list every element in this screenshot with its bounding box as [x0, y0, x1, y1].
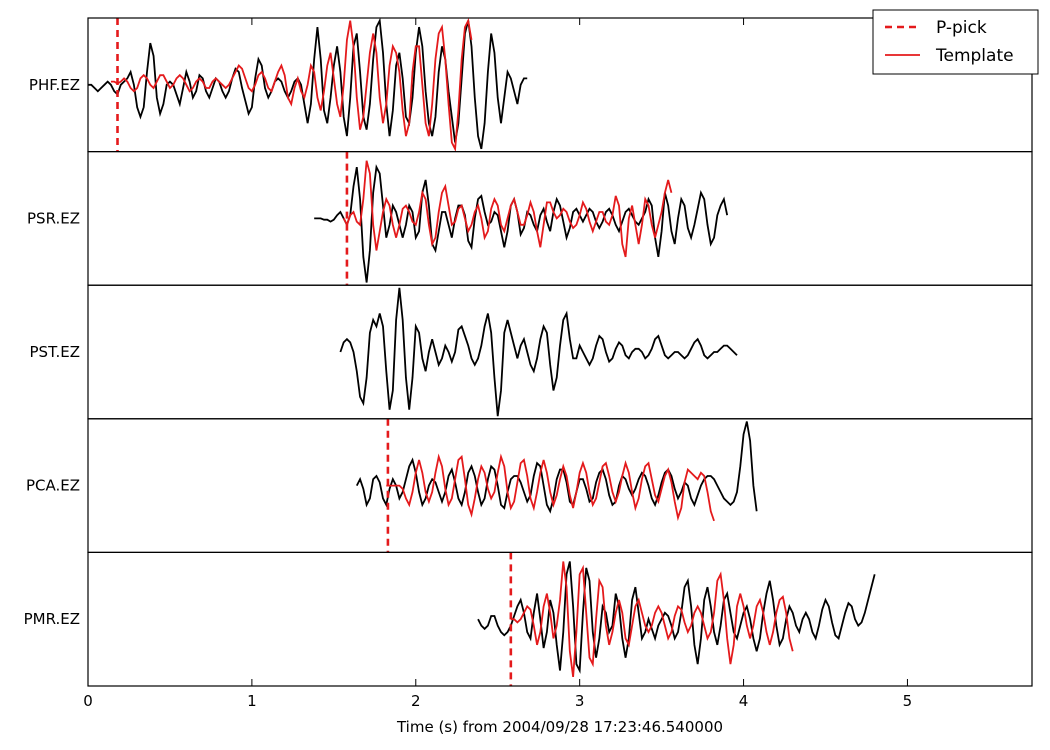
- waveform-trace: [88, 18, 528, 150]
- panel-traces: [477, 552, 876, 686]
- station-label: PST.EZ: [30, 343, 80, 361]
- station-label: PCA.EZ: [26, 477, 80, 495]
- panel-traces: [88, 18, 528, 152]
- template-trace: [510, 561, 794, 678]
- station-panels: PHF.EZ PSR.EZ PST.EZ PCA.EZ PMR.EZ: [24, 17, 1033, 687]
- station-label: PSR.EZ: [27, 209, 80, 227]
- waveform-trace: [339, 287, 738, 417]
- x-tick-label: 3: [575, 692, 585, 710]
- station-label: PHF.EZ: [29, 76, 80, 94]
- panel-traces: [339, 287, 738, 417]
- x-tick-label: 0: [83, 692, 93, 710]
- panel-pmr-ez: PMR.EZ: [24, 551, 1033, 687]
- x-axis-label: Time (s) from 2004/09/28 17:23:46.540000: [396, 718, 723, 736]
- panel-traces: [355, 418, 758, 553]
- template-trace: [342, 160, 673, 258]
- waveform-trace: [355, 421, 758, 514]
- template-trace: [386, 453, 715, 522]
- x-tick-label: 1: [247, 692, 257, 710]
- x-tick-label: 4: [739, 692, 749, 710]
- panel-pst-ez: PST.EZ: [30, 284, 1033, 420]
- panel-traces: [314, 151, 729, 286]
- panel-pca-ez: PCA.EZ: [26, 418, 1033, 553]
- panel-frame: [87, 418, 1033, 553]
- x-axis: 0 1 2 3 4 5: [83, 18, 912, 710]
- panel-frame: [87, 551, 1033, 687]
- waveform-trace: [477, 561, 876, 674]
- template-trace: [110, 18, 473, 152]
- panel-frame: [87, 151, 1033, 286]
- x-tick-label: 2: [411, 692, 421, 710]
- station-label: PMR.EZ: [24, 610, 80, 628]
- legend-pick-label: P-pick: [936, 18, 987, 38]
- waveform-trace: [314, 164, 729, 283]
- legend: P-pick Template: [872, 9, 1039, 75]
- panel-psr-ez: PSR.EZ: [27, 151, 1033, 286]
- x-tick-label: 5: [903, 692, 913, 710]
- legend-box: [872, 9, 1039, 75]
- legend-template-label: Template: [935, 46, 1014, 66]
